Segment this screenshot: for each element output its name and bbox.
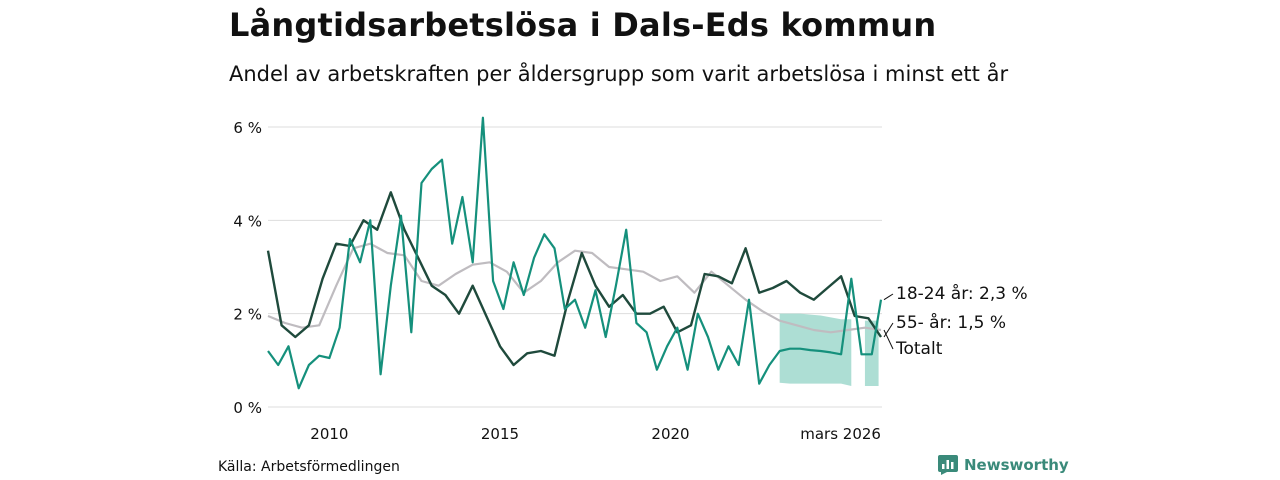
series-end-label: 18-24 år: 2,3 % — [896, 283, 1028, 304]
label-leader — [883, 329, 894, 350]
y-tick-label: 2 % — [233, 306, 262, 324]
x-tick-label: mars 2026 — [800, 425, 881, 443]
series-end-label: 55- år: 1,5 % — [896, 312, 1006, 333]
label-leader — [883, 322, 894, 338]
x-tick-label: 2020 — [651, 425, 689, 443]
x-tick-label: 2015 — [481, 425, 519, 443]
series-line-totalt — [267, 242, 882, 334]
x-axis-ticks: 2010 2015 2020 mars 2026 — [310, 425, 881, 443]
chart-title: Långtidsarbetslösa i Dals-Eds kommun — [229, 6, 937, 44]
chart-subtitle: Andel av arbetskraften per åldersgrupp s… — [229, 62, 1009, 86]
y-tick-label: 6 % — [233, 119, 262, 137]
label-leader — [883, 293, 894, 301]
source-note: Källa: Arbetsförmedlingen — [218, 459, 400, 475]
series-lines — [266, 116, 883, 390]
x-tick-label: 2010 — [310, 425, 348, 443]
y-tick-label: 4 % — [233, 212, 262, 230]
series-end-label: Totalt — [895, 339, 943, 359]
brand-name: Newsworthy — [964, 456, 1069, 474]
brand-logo[interactable]: Newsworthy — [938, 455, 1069, 475]
series-line-18-24-r — [267, 116, 883, 390]
series-end-labels: 18-24 år: 2,3 % 55- år: 1,5 % Totalt — [883, 283, 1028, 359]
y-axis-ticks: 0 % 2 % 4 % 6 % — [233, 119, 262, 417]
y-tick-label: 0 % — [233, 399, 262, 417]
newsworthy-icon — [938, 455, 958, 475]
